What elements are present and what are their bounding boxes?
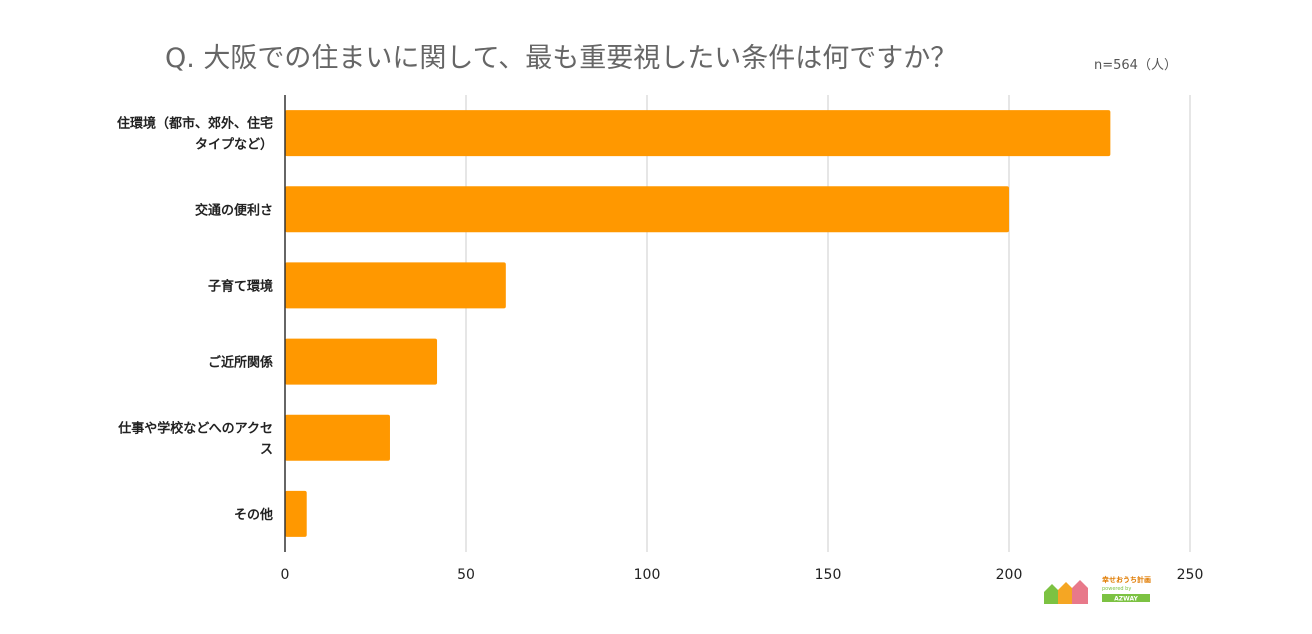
bar-2 xyxy=(285,262,506,309)
sample-size-note: n=564（人） xyxy=(1094,58,1177,73)
category-label-2: 子育て環境 xyxy=(208,278,273,294)
bar-5 xyxy=(285,490,307,537)
bar-4 xyxy=(285,414,390,461)
x-tick-label-0: 0 xyxy=(281,567,290,583)
house-icon-green xyxy=(1044,584,1060,604)
category-label-3: ご近所関係 xyxy=(208,355,273,371)
category-label-4-line-1: ス xyxy=(260,442,273,457)
category-label-4-line-0: 仕事や学校などへのアクセ xyxy=(117,420,273,436)
logo-text-brand: AZWAY xyxy=(1114,596,1138,603)
chart-title: Q. 大阪での住まいに関して、最も重要視したい条件は何ですか？ xyxy=(165,43,958,74)
bar-1 xyxy=(285,186,1009,233)
x-tick-label-250: 250 xyxy=(1177,567,1204,583)
logo-text-sub: powered by xyxy=(1102,586,1131,592)
x-tick-label-50: 50 xyxy=(457,567,475,583)
bar-3 xyxy=(285,338,438,385)
logo-brand-bg xyxy=(1102,594,1150,602)
x-tick-label-100: 100 xyxy=(634,567,661,583)
house-icon-pink xyxy=(1072,580,1088,604)
category-label-5: その他 xyxy=(234,507,273,523)
x-tick-label-150: 150 xyxy=(815,567,842,583)
category-label-0-line-0: 住環境（都市、郊外、住宅 xyxy=(117,116,273,132)
brand-logo: 幸せおうち計画 powered by AZWAY xyxy=(1044,575,1151,604)
category-label-1: 交通の便利さ xyxy=(195,202,273,218)
bar-0 xyxy=(285,110,1111,157)
x-tick-label-200: 200 xyxy=(996,567,1023,583)
house-icon-orange xyxy=(1058,582,1074,604)
logo-text-main: 幸せおうち計画 xyxy=(1102,575,1151,584)
category-label-0-line-1: タイプなど） xyxy=(195,137,273,153)
